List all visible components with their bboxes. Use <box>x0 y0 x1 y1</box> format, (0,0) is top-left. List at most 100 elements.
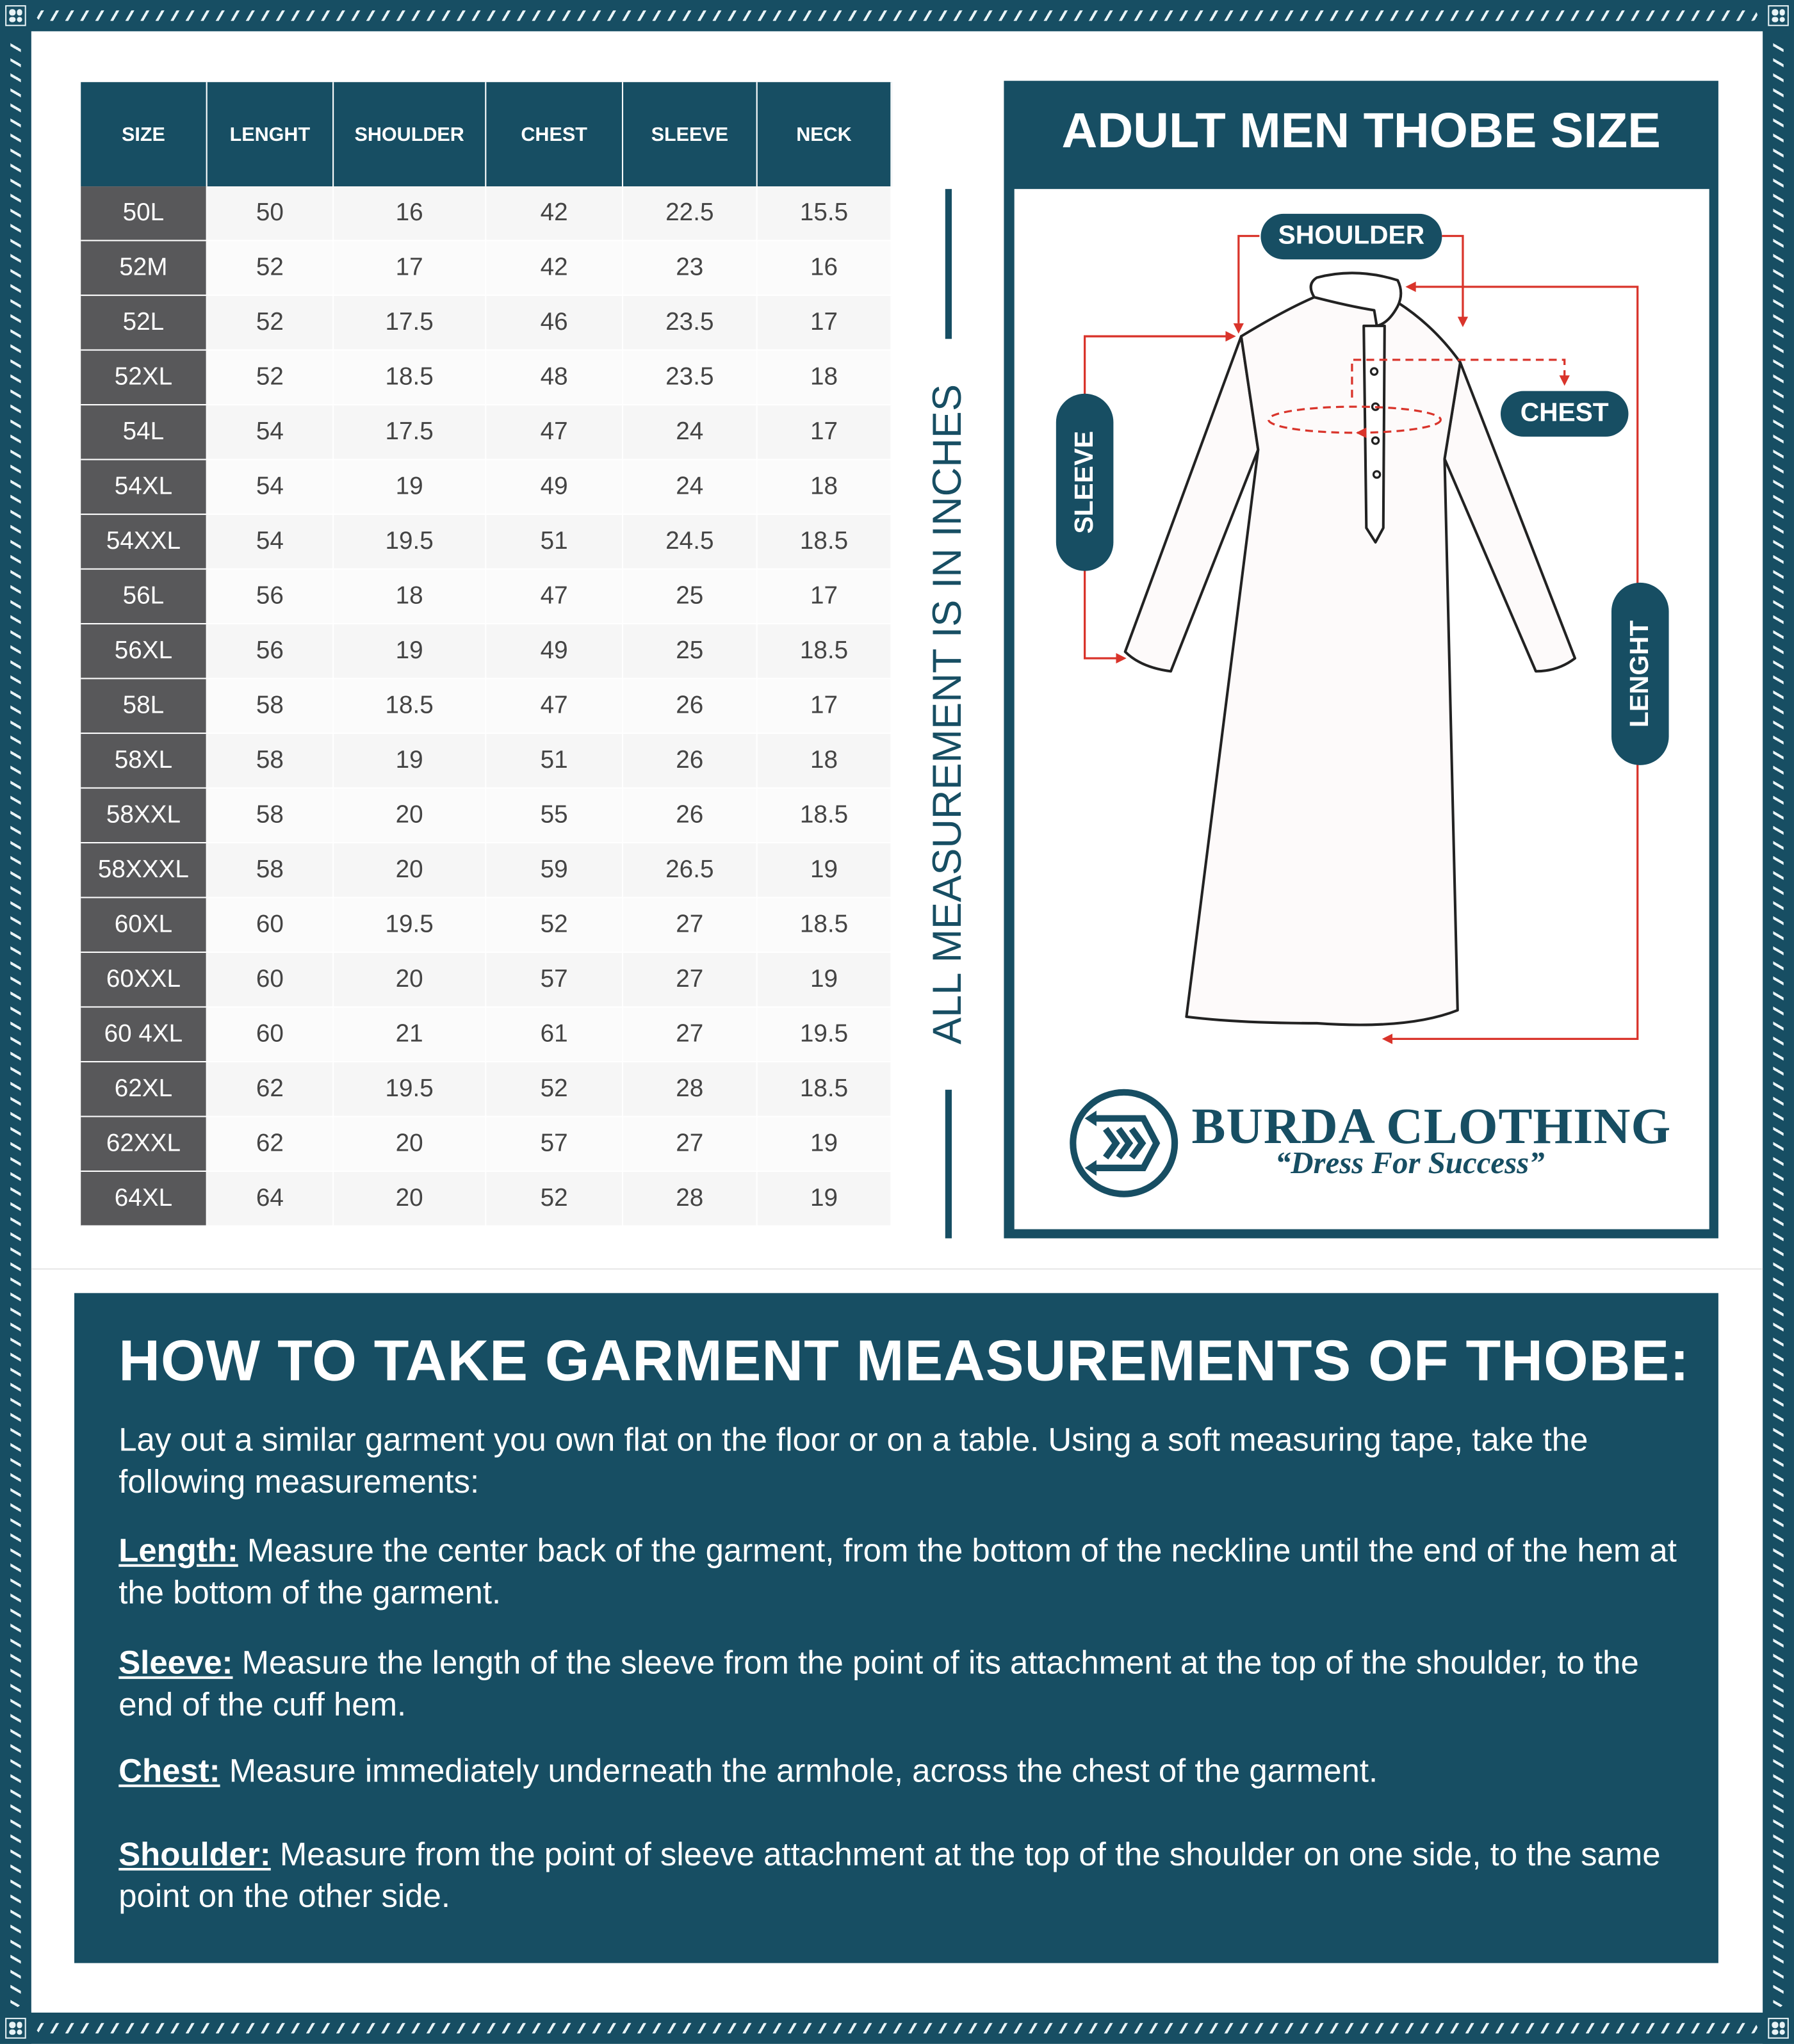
cell-shoulder: 18.5 <box>333 350 487 406</box>
cell-length: 60 <box>206 952 334 1008</box>
cell-length: 62 <box>206 1061 334 1117</box>
desc-sleeve: Measure the length of the sleeve from th… <box>118 1644 1639 1724</box>
cell-sleeve: 26.5 <box>622 843 758 898</box>
cell-shoulder: 17.5 <box>333 295 487 351</box>
cell-shoulder: 21 <box>333 1007 487 1063</box>
cell-shoulder: 19.5 <box>333 514 487 570</box>
cell-chest: 52 <box>485 1061 624 1117</box>
cell-sleeve: 24 <box>622 459 758 515</box>
cell-size: 60 4XL <box>81 1007 208 1063</box>
cell-length: 56 <box>206 569 334 625</box>
cell-neck: 19 <box>756 1116 892 1172</box>
cell-size: 58XL <box>81 733 208 789</box>
header-shoulder: SHOULDER <box>333 82 487 187</box>
cell-neck: 19 <box>756 1171 892 1227</box>
cell-chest: 55 <box>485 788 624 844</box>
cell-size: 58L <box>81 678 208 734</box>
cell-sleeve: 26 <box>622 733 758 789</box>
cell-size: 52XL <box>81 350 208 406</box>
cell-length: 54 <box>206 514 334 570</box>
cell-neck: 18.5 <box>756 624 892 679</box>
cell-neck: 16 <box>756 240 892 296</box>
howto-intro: Lay out a similar garment you own flat o… <box>118 1422 1588 1500</box>
braid-pattern <box>10 36 21 2008</box>
cell-shoulder: 18.5 <box>333 678 487 734</box>
cell-length: 62 <box>206 1116 334 1172</box>
table-row: 52L 52 17.5 46 23.5 17 <box>81 295 892 351</box>
cell-chest: 47 <box>485 569 624 625</box>
cell-length: 58 <box>206 733 334 789</box>
cell-chest: 59 <box>485 843 624 898</box>
cell-chest: 52 <box>485 897 624 953</box>
cell-chest: 51 <box>485 514 624 570</box>
cell-chest: 46 <box>485 295 624 351</box>
cell-shoulder: 20 <box>333 843 487 898</box>
cell-sleeve: 27 <box>622 1007 758 1063</box>
cell-neck: 19 <box>756 952 892 1008</box>
vertical-rule <box>945 1089 952 1238</box>
cell-shoulder: 20 <box>333 952 487 1008</box>
cell-length: 52 <box>206 240 334 296</box>
cell-chest: 47 <box>485 405 624 460</box>
header-length: LENGHT <box>206 82 334 187</box>
cell-size: 62XL <box>81 1061 208 1117</box>
cell-size: 54L <box>81 405 208 460</box>
cell-shoulder: 19 <box>333 624 487 679</box>
table-row: 58XXXL 58 20 59 26.5 19 <box>81 843 892 898</box>
header-size: SIZE <box>81 82 208 187</box>
cell-sleeve: 25 <box>622 624 758 679</box>
cell-sleeve: 23.5 <box>622 350 758 406</box>
cell-chest: 48 <box>485 350 624 406</box>
cell-neck: 17 <box>756 569 892 625</box>
cell-size: 58XXL <box>81 788 208 844</box>
howto-title: HOW TO TAKE GARMENT MEASUREMENTS OF THOB… <box>118 1329 1690 1394</box>
cell-chest: 49 <box>485 624 624 679</box>
cell-sleeve: 23 <box>622 240 758 296</box>
button-icons <box>1369 367 1382 479</box>
cell-neck: 18.5 <box>756 897 892 953</box>
cell-neck: 15.5 <box>756 186 892 241</box>
cell-neck: 18 <box>756 350 892 406</box>
howto-shoulder: Shoulder: Measure from the point of slee… <box>118 1834 1696 1917</box>
table-row: 58XL 58 19 51 26 18 <box>81 733 892 789</box>
table-row: 52XL 52 18.5 48 23.5 18 <box>81 350 892 406</box>
cell-chest: 47 <box>485 678 624 734</box>
cell-sleeve: 23.5 <box>622 295 758 351</box>
thobe-placket <box>1362 324 1386 544</box>
cell-chest: 52 <box>485 1171 624 1227</box>
corner-ornament <box>5 2018 26 2039</box>
cell-size: 50L <box>81 186 208 241</box>
cell-length: 52 <box>206 350 334 406</box>
cell-sleeve: 27 <box>622 897 758 953</box>
arrow-icons <box>1116 281 1570 1044</box>
brand-tagline: “Dress For Success” <box>1275 1147 1545 1181</box>
cell-shoulder: 16 <box>333 186 487 241</box>
howto-chest: Chest: Measure immediately underneath th… <box>118 1751 1696 1792</box>
cell-shoulder: 19 <box>333 459 487 515</box>
braid-pattern <box>36 10 1757 21</box>
corner-ornament <box>1768 2018 1789 2039</box>
table-row: 62XL 62 19.5 52 28 18.5 <box>81 1061 892 1117</box>
term-shoulder: Shoulder: <box>118 1837 271 1874</box>
cell-size: 58XXXL <box>81 843 208 898</box>
thobe-body <box>1185 296 1462 1026</box>
cell-shoulder: 19.5 <box>333 897 487 953</box>
cell-neck: 18.5 <box>756 514 892 570</box>
cell-chest: 49 <box>485 459 624 515</box>
cell-neck: 18.5 <box>756 788 892 844</box>
cell-chest: 57 <box>485 1116 624 1172</box>
cell-length: 54 <box>206 405 334 460</box>
term-sleeve: Sleeve: <box>118 1644 233 1682</box>
table-row: 54XL 54 19 49 24 18 <box>81 459 892 515</box>
cell-neck: 17 <box>756 678 892 734</box>
vertical-rule <box>945 189 952 339</box>
cell-neck: 18.5 <box>756 1061 892 1117</box>
cell-size: 60XL <box>81 897 208 953</box>
cell-sleeve: 27 <box>622 952 758 1008</box>
cell-sleeve: 25 <box>622 569 758 625</box>
label-sleeve: SLEEVE <box>1056 393 1114 571</box>
cell-neck: 19 <box>756 843 892 898</box>
header-sleeve: SLEEVE <box>622 82 758 187</box>
table-row: 62XXL 62 20 57 27 19 <box>81 1116 892 1172</box>
